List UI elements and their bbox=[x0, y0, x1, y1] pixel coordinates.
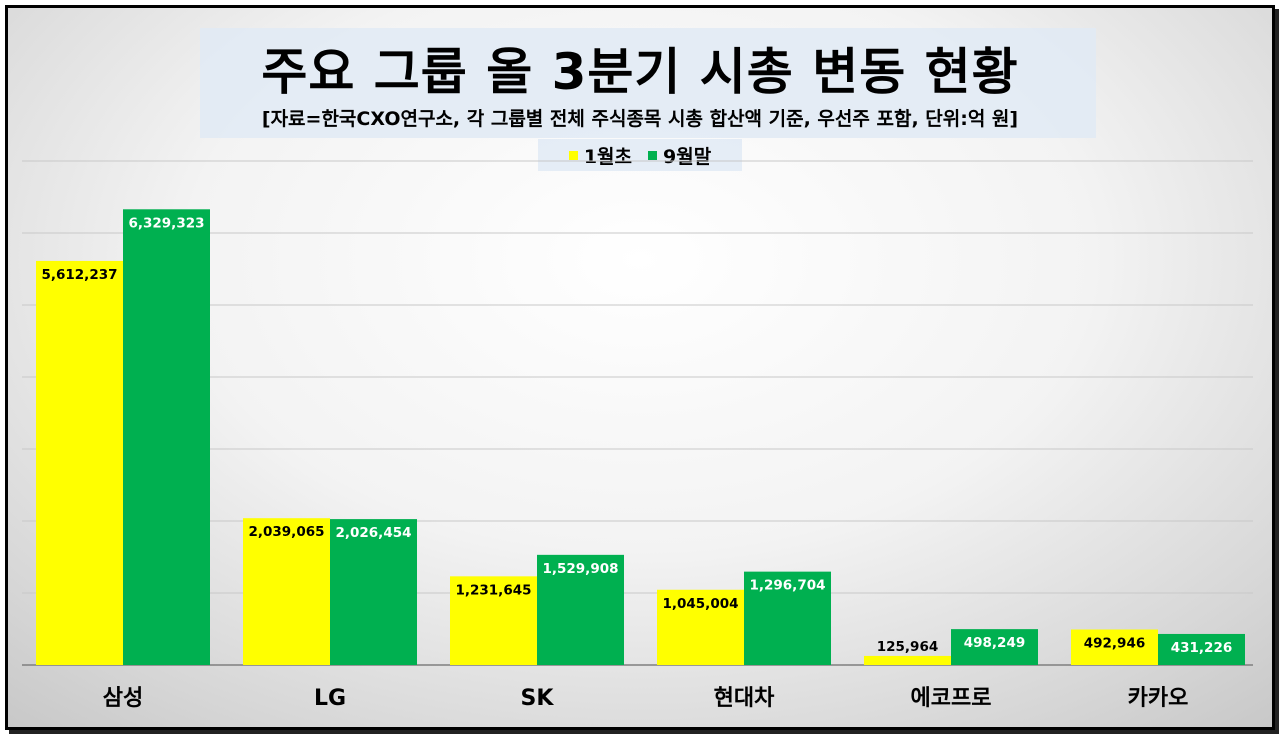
data-label-series-2: 1,296,704 bbox=[749, 578, 825, 594]
legend-swatch-series-1 bbox=[568, 150, 578, 160]
legend-swatch-series-2 bbox=[648, 150, 657, 160]
category-label: SK bbox=[521, 686, 555, 711]
data-label-series-1: 1,231,645 bbox=[455, 582, 531, 598]
data-label-series-1: 492,946 bbox=[1084, 636, 1146, 652]
bar-series-2 bbox=[330, 519, 417, 665]
bar-series-1 bbox=[243, 518, 330, 665]
bar-series-1 bbox=[657, 589, 744, 665]
bar-series-1 bbox=[864, 655, 951, 665]
bar-series-2 bbox=[537, 554, 624, 665]
data-label-series-2: 498,249 bbox=[964, 635, 1026, 651]
data-label-series-2: 431,226 bbox=[1171, 640, 1233, 656]
bar-chart: 5,612,237 6,329,323 삼성 2,039,065 2,026,454 LG… bbox=[22, 160, 1253, 711]
chart-frame: 주요 그룹 올 3분기 시총 변동 현황 [자료=한국CXO연구소, 각 그룹별… bbox=[5, 5, 1275, 730]
legend-label-series-2: 9월말 bbox=[663, 145, 712, 168]
bar-series-2 bbox=[744, 571, 831, 665]
data-label-series-2: 1,529,908 bbox=[542, 561, 618, 577]
data-label-series-1: 125,964 bbox=[877, 639, 939, 655]
bar-series-2 bbox=[123, 209, 210, 665]
data-label-series-1: 2,039,065 bbox=[248, 524, 324, 540]
bar-series-2 bbox=[951, 629, 1038, 665]
legend-label-series-1: 1월초 bbox=[583, 145, 632, 168]
category-label: LG bbox=[314, 686, 346, 711]
chart-title: 주요 그룹 올 3분기 시총 변동 현황 bbox=[261, 43, 1019, 101]
chart-subtitle: [자료=한국CXO연구소, 각 그룹별 전체 주식종목 시총 합산액 기준, 우… bbox=[261, 108, 1019, 130]
legend: 1월초 9월말 bbox=[538, 139, 742, 171]
bar-series-1 bbox=[1071, 629, 1158, 665]
data-label-series-1: 1,045,004 bbox=[662, 596, 738, 612]
legend-item-series-2: 9월말 bbox=[648, 142, 711, 169]
category-label: 삼성 bbox=[103, 686, 143, 711]
data-label-series-2: 6,329,323 bbox=[128, 215, 204, 231]
title-background bbox=[200, 28, 1096, 138]
bar-series-2 bbox=[1158, 633, 1245, 665]
category-label: 카카오 bbox=[1128, 686, 1189, 711]
category-label: 에코프로 bbox=[911, 686, 992, 711]
bar-series-1 bbox=[36, 260, 123, 665]
category-label: 현대차 bbox=[714, 686, 775, 711]
bar-series-1 bbox=[450, 576, 537, 665]
legend-item-series-1: 1월초 bbox=[568, 142, 632, 169]
data-label-series-2: 2,026,454 bbox=[335, 525, 411, 541]
data-label-series-1: 5,612,237 bbox=[41, 267, 117, 283]
